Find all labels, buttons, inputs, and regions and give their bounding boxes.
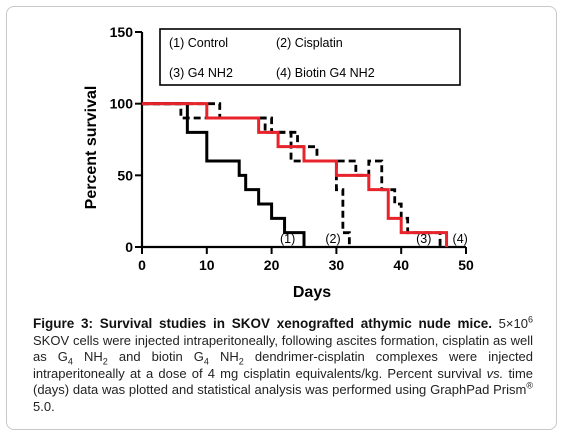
survival-chart: 0 50 100 150 0 10 20 30 40 50 Days Percent survival… xyxy=(83,24,474,301)
y-tick-label: 50 xyxy=(117,167,133,183)
y-tick-label: 100 xyxy=(110,96,134,112)
chart-series: (1) (2) (3) (4) xyxy=(142,102,468,247)
legend-item: (1) Control xyxy=(169,36,228,50)
series-line xyxy=(142,102,442,247)
x-tick-label: 20 xyxy=(264,257,280,273)
chart-legend: (1) Control (2) Cisplatin (3) G4 NH2 (4) Bi… xyxy=(159,28,461,86)
legend-item: (2) Cisplatin xyxy=(276,36,343,50)
y-tick-label: 150 xyxy=(110,24,134,40)
chart-axes: 0 50 100 150 0 10 20 30 40 50 Days Percent survival xyxy=(83,24,474,301)
series-end-label: (3) xyxy=(416,232,431,246)
x-tick-label: 40 xyxy=(393,257,409,273)
x-tick-label: 50 xyxy=(458,257,474,273)
x-tick-label: 0 xyxy=(138,257,146,273)
x-tick-label: 30 xyxy=(329,257,345,273)
caption-title: Figure 3: Survival studies in SKOV xenog… xyxy=(33,316,493,331)
legend-item: (3) G4 NH2 xyxy=(169,66,233,80)
figure-caption: Figure 3: Survival studies in SKOV xenog… xyxy=(33,314,534,415)
legend-box xyxy=(159,28,461,86)
series-line xyxy=(142,102,449,247)
series-line xyxy=(142,102,306,247)
y-tick-label: 0 xyxy=(125,239,133,255)
legend-item: (4) Biotin G4 NH2 xyxy=(276,66,375,80)
series-end-label: (2) xyxy=(325,232,340,246)
y-axis-label: Percent survival xyxy=(83,86,100,210)
x-tick-label: 10 xyxy=(199,257,215,273)
x-axis-label: Days xyxy=(293,284,331,301)
caption-text: 5×106 SKOV cells were injected intraperi… xyxy=(33,314,534,414)
series-end-label: (4) xyxy=(453,232,468,246)
series-end-label: (1) xyxy=(280,232,295,246)
